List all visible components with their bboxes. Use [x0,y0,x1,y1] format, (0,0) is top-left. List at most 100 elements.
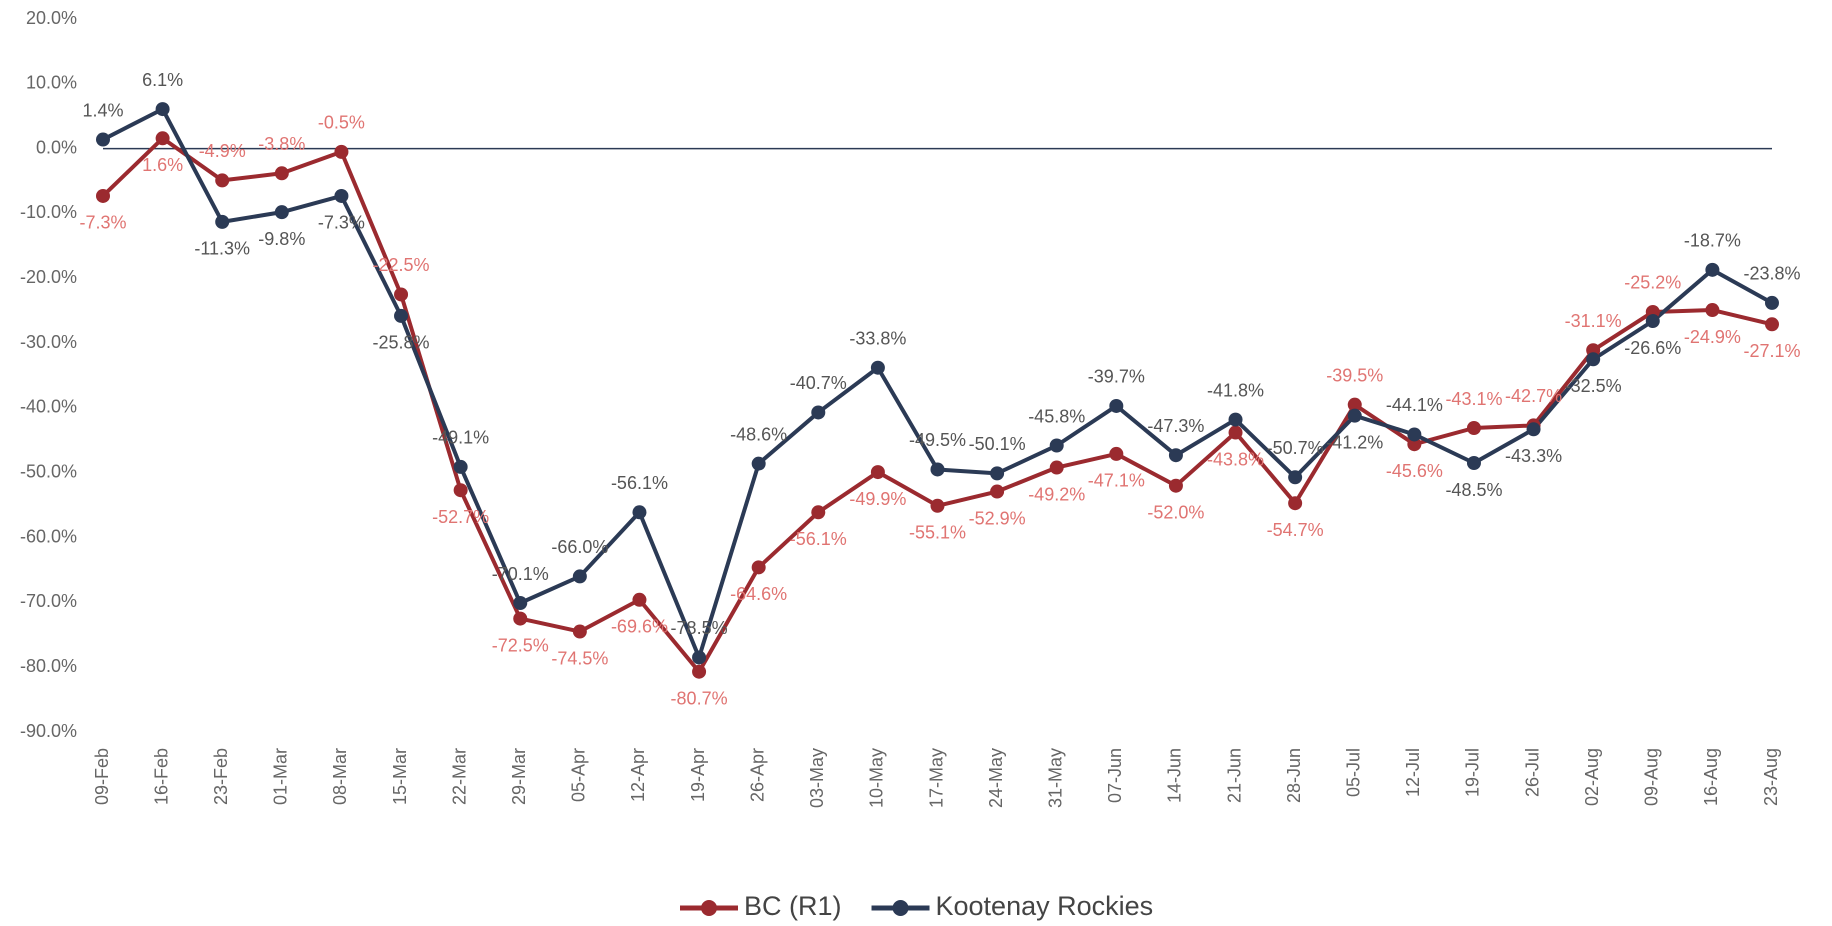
x-tick-label: 22-Mar [449,748,469,805]
data-label: 6.1% [142,70,183,90]
data-label: -56.1% [790,529,847,549]
point [1705,303,1720,318]
data-label: -9.8% [258,229,305,249]
data-label: -50.7% [1267,438,1324,458]
point [1407,427,1422,442]
data-label: -80.7% [671,688,728,708]
y-tick-label: -60.0% [20,526,77,546]
data-label: 1.4% [82,100,123,120]
point [453,459,468,474]
x-tick-label: 17-May [926,748,946,808]
point [96,188,110,203]
data-label: -32.5% [1565,376,1622,396]
data-label: -43.1% [1445,389,1502,409]
point [1347,397,1362,412]
data-label: -52.9% [969,508,1026,528]
y-tick-label: 10.0% [26,73,77,93]
x-tick-label: 03-May [807,748,827,808]
data-label: -33.8% [849,328,906,348]
data-label: -39.5% [1326,365,1383,385]
data-label: -41.2% [1326,432,1383,452]
data-label: -3.8% [258,134,305,154]
x-tick-label: 16-Aug [1701,748,1721,806]
point [751,456,766,471]
data-label: -52.0% [1147,502,1204,522]
x-tick-label: 29-Mar [509,748,529,805]
y-tick-label: -50.0% [20,461,77,481]
point [334,144,349,159]
data-label: -25.8% [373,333,430,353]
data-label: -25.2% [1624,273,1681,293]
x-tick-label: 09-Aug [1642,748,1662,806]
data-label: -66.0% [551,537,608,557]
point [215,214,230,229]
data-label: -78.5% [671,618,728,638]
x-tick-label: 07-Jun [1105,748,1125,803]
data-label: -41.8% [1207,380,1264,400]
data-label: -49.9% [849,489,906,509]
point [453,483,468,498]
y-tick-label: -10.0% [20,202,77,222]
data-label: -4.9% [199,141,246,161]
data-label: -49.2% [1028,484,1085,504]
point [811,405,826,420]
data-label: -48.6% [730,424,787,444]
point [632,505,647,520]
point [513,611,528,626]
x-tick-label: 31-May [1045,748,1065,808]
x-tick-label: 01-Mar [271,748,291,805]
data-label: -22.5% [373,255,430,275]
point [990,466,1005,481]
data-label: -55.1% [909,523,966,543]
data-label: -18.7% [1684,231,1741,251]
y-tick-label: 20.0% [26,8,77,28]
y-tick-label: -80.0% [20,656,77,676]
data-label: -47.1% [1088,471,1145,491]
point [572,624,587,639]
x-tick-label: 19-Jul [1463,748,1483,797]
data-label: -42.7% [1505,386,1562,406]
x-tick-label: 10-May [867,748,887,808]
data-label: -31.1% [1565,311,1622,331]
data-label: -70.1% [492,564,549,584]
point [990,484,1005,499]
point [155,102,170,117]
point [274,166,289,181]
x-tick-label: 15-Mar [390,748,410,805]
point [1526,422,1541,437]
data-label: -64.6% [730,584,787,604]
legend-marker [892,900,909,916]
point [394,287,409,302]
point [1109,398,1124,413]
point [215,173,230,188]
data-label: -50.1% [969,434,1026,454]
x-tick-label: 05-Jul [1344,748,1364,797]
x-tick-label: 26-Jul [1522,748,1542,797]
x-tick-label: 23-Feb [211,748,231,805]
legend-marker [701,900,717,916]
point [96,132,110,147]
point [513,596,528,611]
data-label: -43.3% [1505,446,1562,466]
point [1228,425,1243,440]
point [1049,460,1064,475]
point [1765,317,1779,332]
x-tick-label: 08-Mar [330,748,350,805]
data-label: -43.8% [1207,449,1264,469]
legend-label: Kootenay Rockies [936,891,1154,921]
point [811,505,826,520]
point [274,205,289,220]
data-label: -40.7% [790,373,847,393]
x-tick-label: 24-May [986,748,1006,808]
point [692,650,707,665]
data-label: -11.3% [194,239,250,259]
x-tick-label: 12-Jul [1403,748,1423,797]
x-tick-label: 14-Jun [1165,748,1185,803]
legend-label: BC (R1) [744,891,842,921]
x-tick-label: 02-Aug [1582,748,1602,806]
point [930,462,945,477]
point [1705,262,1720,277]
y-tick-label: -30.0% [20,332,77,352]
data-label: -24.9% [1684,327,1741,347]
